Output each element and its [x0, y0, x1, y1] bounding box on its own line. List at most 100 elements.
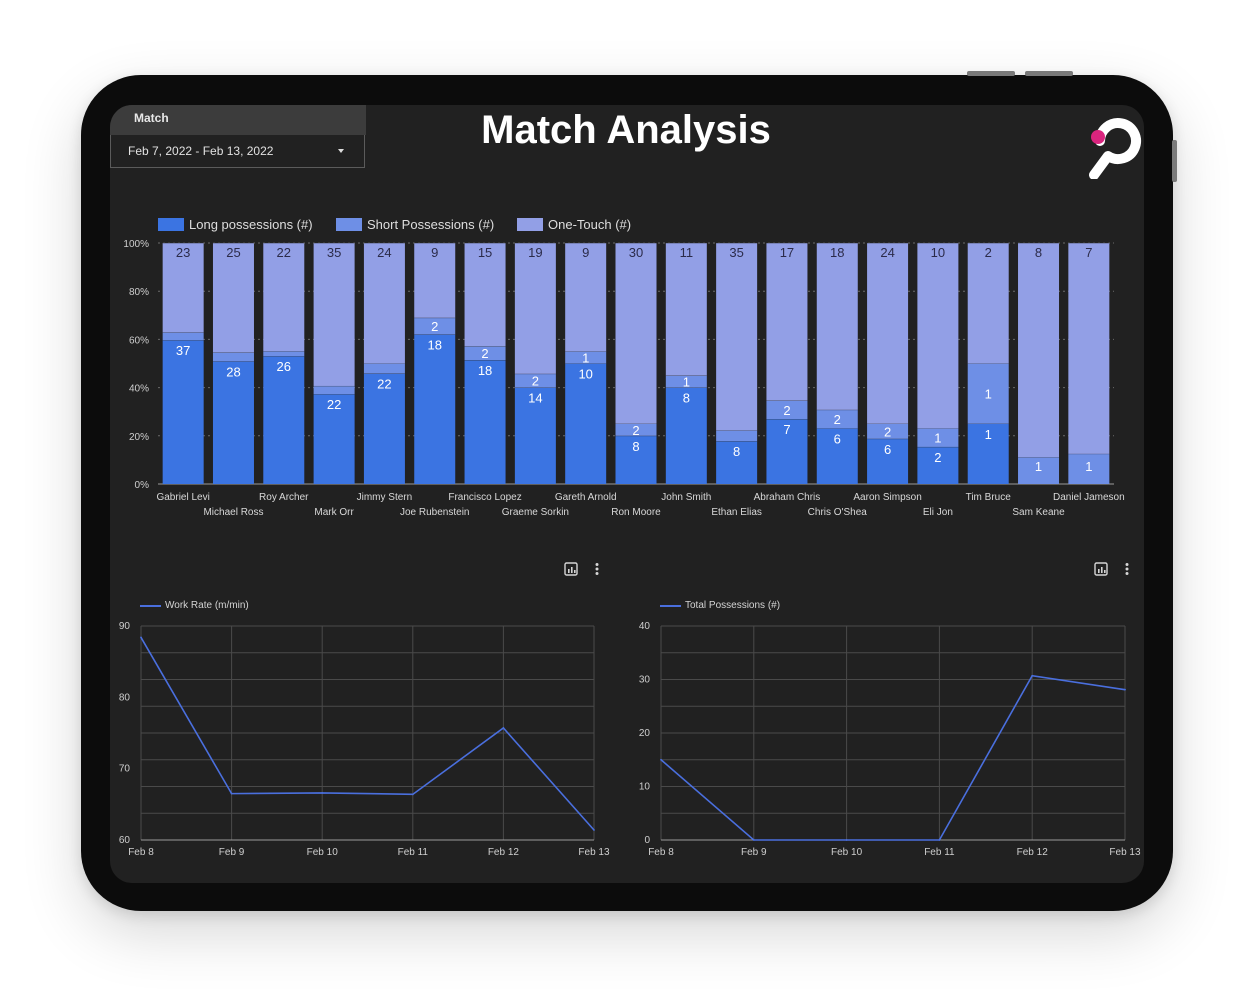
x-tick-label: Feb 12: [488, 847, 520, 858]
bar-data-label: 6: [884, 442, 891, 457]
bar-data-label: 19: [528, 245, 542, 260]
x-tick-label: Feb 8: [648, 847, 674, 858]
x-tick-label: Feb 10: [831, 847, 863, 858]
bar-data-label: 9: [582, 245, 589, 260]
bar-segment: [716, 243, 758, 431]
more-vert-icon[interactable]: [589, 561, 605, 577]
bar-data-label: 1: [1085, 459, 1092, 474]
bar-data-label: 25: [226, 245, 240, 260]
dashboard-screen: Match Feb 7, 2022 - Feb 13, 2022 Match A…: [110, 105, 1144, 883]
x-tick-label: Feb 11: [924, 847, 955, 858]
legend-swatch: [158, 217, 184, 231]
x-tick-label: Abraham Chris: [754, 492, 821, 503]
bar-data-label: 8: [683, 391, 690, 406]
bar-data-label: 15: [478, 245, 492, 260]
bar-segment: [212, 352, 254, 362]
date-range-value: Feb 7, 2022 - Feb 13, 2022: [128, 144, 274, 158]
bar-segment: [716, 441, 758, 484]
bar-segment: [263, 356, 305, 484]
chart-explore-icon[interactable]: [1093, 561, 1109, 577]
more-vert-icon[interactable]: [1119, 561, 1135, 577]
series-point: [845, 839, 848, 841]
bar-segment: [565, 243, 607, 352]
page-title: Match Analysis: [481, 108, 771, 152]
bar-segment: [363, 373, 405, 484]
bar-data-label: 22: [277, 245, 291, 260]
legend-line-swatch: [660, 604, 681, 607]
x-tick-label: Eli Jon: [923, 507, 953, 518]
bar-segment: [212, 243, 254, 353]
x-tick-label: Michael Ross: [203, 507, 263, 518]
work-rate-legend: Work Rate (m/min): [140, 600, 249, 611]
bar-data-label: 2: [481, 346, 488, 361]
bar-data-label: 1: [582, 350, 589, 365]
x-tick-label: Ron Moore: [611, 507, 661, 518]
date-range-dropdown[interactable]: Feb 7, 2022 - Feb 13, 2022: [110, 135, 365, 168]
x-tick-label: Feb 9: [219, 847, 245, 858]
caret-down-icon: [338, 149, 344, 153]
bar-segment: [917, 428, 959, 447]
x-tick-label: Feb 11: [398, 847, 429, 858]
legend-item-short-possessions: Short Possessions (#): [336, 215, 494, 233]
x-tick-label: Feb 13: [578, 847, 610, 858]
bar-data-label: 1: [985, 427, 992, 442]
series-point: [1124, 688, 1126, 691]
bar-data-label: 35: [729, 245, 743, 260]
bar-segment: [514, 373, 556, 388]
legend-item-one-touch: One-Touch (#): [517, 215, 631, 233]
series-point: [752, 839, 755, 841]
tablet-top-button-1: [967, 71, 1015, 76]
legend-swatch: [336, 217, 362, 231]
series-line: [140, 637, 595, 831]
series-point: [321, 792, 324, 794]
stacked-bar-chart: 0%20%40%60%80%100%37223Gabriel Levi28225…: [123, 239, 1124, 518]
bar-data-label: 24: [880, 245, 894, 260]
bar-segment: [313, 243, 355, 386]
bar-data-label: 8: [733, 444, 740, 459]
bar-segment: [212, 361, 254, 484]
chart-explore-icon[interactable]: [563, 561, 579, 577]
bar-segment: [1068, 243, 1110, 454]
bar-data-label: 23: [176, 245, 190, 260]
x-tick-label: Feb 9: [741, 847, 767, 858]
bar-segment: [414, 334, 456, 484]
y-tick-label: 60%: [129, 335, 149, 346]
bar-data-label: 18: [830, 245, 844, 260]
bar-segment: [1068, 453, 1110, 484]
legend-item-long-possessions: Long possessions (#): [158, 215, 313, 233]
bar-data-label: 6: [834, 431, 841, 446]
bar-data-label: 1: [985, 387, 992, 402]
legend-label: One-Touch (#): [548, 216, 632, 232]
bar-data-label: 10: [578, 367, 592, 382]
x-tick-label: Sam Keane: [1012, 507, 1065, 518]
x-tick-label: Ethan Elias: [711, 507, 762, 518]
bar-data-label: 8: [632, 439, 639, 454]
bar-data-label: 10: [931, 245, 945, 260]
bar-segment: [363, 243, 405, 364]
legend-label: Work Rate (m/min): [165, 600, 249, 611]
x-tick-label: Tim Bruce: [966, 492, 1012, 503]
date-filter-label: Match: [134, 111, 169, 125]
y-tick-label: 70: [119, 764, 131, 775]
bar-segment: [615, 423, 657, 436]
x-tick-label: Mark Orr: [314, 507, 354, 518]
bar-segment: [464, 243, 506, 347]
bar-segment: [665, 387, 707, 484]
y-tick-label: 40: [639, 621, 651, 632]
bar-segment: [162, 340, 204, 484]
legend-label: Total Possessions (#): [685, 600, 781, 611]
bar-data-label: 7: [783, 422, 790, 437]
bar-segment: [1018, 457, 1060, 484]
bar-data-label: 7: [1085, 245, 1092, 260]
bar-data-label: 24: [377, 245, 391, 260]
bar-data-label: 2: [532, 374, 539, 389]
series-point: [660, 758, 662, 761]
bar-data-label: 2: [934, 450, 941, 465]
bar-segment: [967, 243, 1009, 364]
bar-segment: [565, 363, 607, 484]
bar-data-label: 1: [1035, 459, 1042, 474]
bar-segment: [363, 363, 405, 374]
x-tick-label: Graeme Sorkin: [502, 507, 569, 518]
x-tick-label: Feb 13: [1109, 847, 1141, 858]
bar-data-label: 18: [428, 337, 442, 352]
